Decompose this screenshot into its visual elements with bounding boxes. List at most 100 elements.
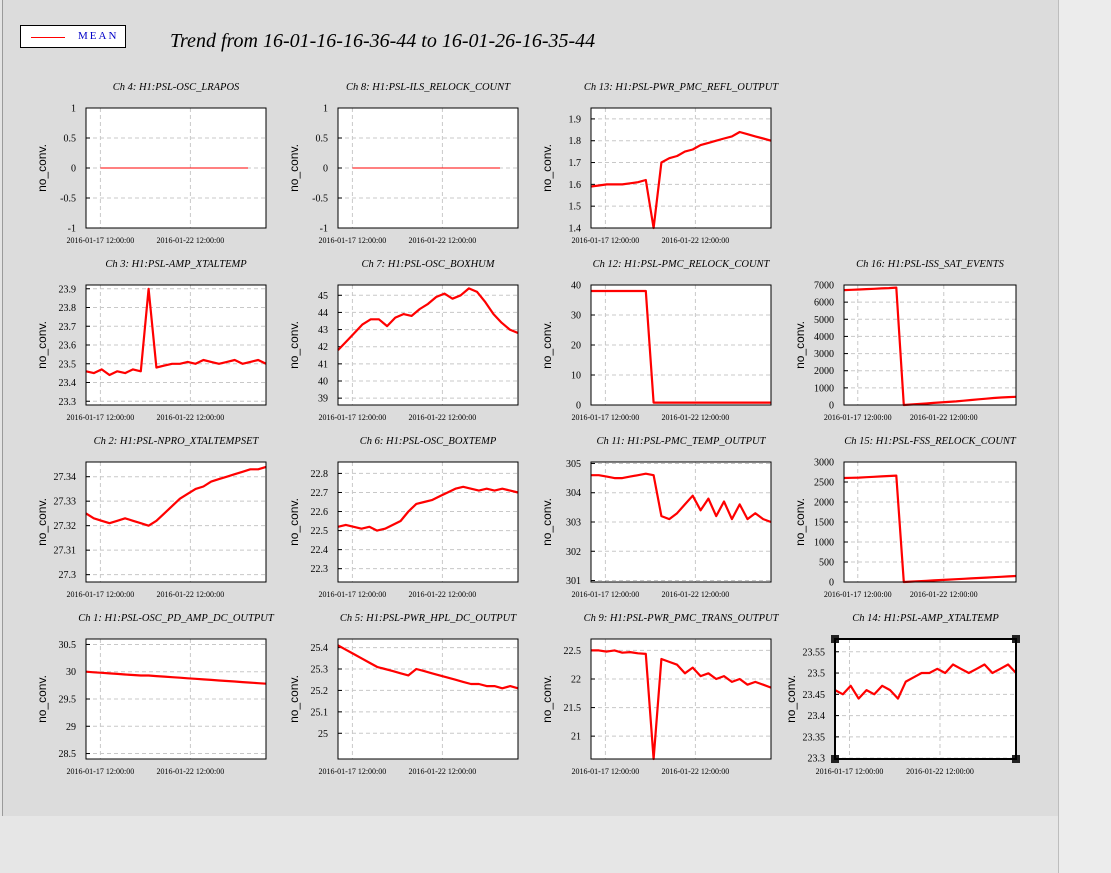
y-tick-label: 40: [571, 281, 581, 292]
y-tick-label: 30: [571, 311, 581, 322]
chart-title: Ch 1: H1:PSL-OSC_PD_AMP_DC_OUTPUT: [78, 613, 275, 624]
y-tick-label: 27.32: [54, 521, 77, 532]
plot-frame: [85, 107, 267, 229]
plot-area: [338, 639, 518, 759]
plot-frame: [590, 107, 772, 229]
x-tick-label: 2016-01-17 12:00:00: [319, 236, 387, 245]
plot-frame: [590, 284, 772, 406]
chart-title: Ch 7: H1:PSL-OSC_BOXHUM: [362, 259, 496, 270]
plot-area: [591, 639, 771, 759]
y-tick-label: 39: [318, 394, 328, 405]
y-tick-label: 6000: [814, 298, 834, 309]
x-tick-label: 2016-01-22 12:00:00: [157, 413, 225, 422]
y-tick-label: 10: [571, 371, 581, 382]
y-tick-label: 1.8: [569, 136, 582, 147]
x-tick-label: 2016-01-22 12:00:00: [409, 767, 477, 776]
y-tick-label: 23.6: [59, 341, 77, 352]
y-tick-label: 30: [66, 667, 76, 678]
plot-area: [338, 462, 518, 582]
series-line: [337, 644, 519, 690]
y-tick-label: 1.6: [569, 180, 582, 191]
x-tick-label: 2016-01-22 12:00:00: [662, 767, 730, 776]
y-tick-label: 1000: [814, 383, 834, 394]
x-tick-label: 2016-01-17 12:00:00: [572, 413, 640, 422]
y-tick-label: 3000: [814, 458, 834, 469]
y-tick-label: 5000: [814, 315, 834, 326]
y-tick-label: 0: [576, 401, 581, 412]
y-tick-label: 20: [571, 341, 581, 352]
y-tick-label: 4000: [814, 332, 834, 343]
x-tick-label: 2016-01-17 12:00:00: [319, 590, 387, 599]
y-tick-label: 2500: [814, 478, 834, 489]
y-tick-label: 27.34: [54, 472, 77, 483]
legend-label: MEAN: [78, 30, 119, 42]
y-tick-label: 27.3: [59, 570, 77, 581]
y-tick-label: 3000: [814, 349, 834, 360]
y-tick-label: 0: [829, 401, 834, 412]
y-axis-label: no_conv.: [793, 498, 807, 546]
y-tick-label: 44: [318, 308, 328, 319]
y-tick-label: 45: [318, 291, 328, 302]
y-tick-label: 21: [571, 732, 581, 743]
y-axis-label: no_conv.: [784, 675, 798, 723]
x-tick-label: 2016-01-22 12:00:00: [409, 236, 477, 245]
y-tick-label: 23.7: [59, 322, 77, 333]
chart-title: Ch 12: H1:PSL-PMC_RELOCK_COUNT: [593, 259, 771, 270]
y-axis-label: no_conv.: [540, 144, 554, 192]
y-axis-label: no_conv.: [287, 675, 301, 723]
y-tick-label: 1.9: [569, 114, 582, 125]
x-tick-label: 2016-01-17 12:00:00: [816, 767, 884, 776]
y-axis-label: no_conv.: [793, 321, 807, 369]
legend[interactable]: MEAN: [20, 25, 126, 48]
plot-frame: [843, 461, 1017, 583]
y-axis-label: no_conv.: [540, 321, 554, 369]
y-tick-label: 22.5: [311, 526, 329, 537]
y-tick-label: 302: [566, 547, 581, 558]
plot-area: [844, 285, 1016, 405]
chart-title: Ch 16: H1:PSL-ISS_SAT_EVENTS: [856, 259, 1005, 270]
y-tick-label: 2000: [814, 366, 834, 377]
chart-title: Ch 15: H1:PSL-FSS_RELOCK_COUNT: [844, 436, 1017, 447]
y-tick-label: 22.3: [311, 564, 329, 575]
y-tick-label: 21.5: [564, 703, 582, 714]
y-tick-label: 42: [318, 342, 328, 353]
x-tick-label: 2016-01-17 12:00:00: [67, 413, 135, 422]
plot-area: [835, 639, 1016, 759]
y-tick-label: 304: [566, 488, 581, 499]
y-tick-label: 1.5: [569, 202, 582, 213]
y-tick-label: 25: [318, 729, 328, 740]
legend-line-swatch: [31, 37, 65, 38]
plot-frame: [843, 284, 1017, 406]
series-line: [337, 485, 519, 532]
y-tick-label: 1.7: [569, 158, 582, 169]
x-tick-label: 2016-01-22 12:00:00: [910, 413, 978, 422]
plot-area: [86, 285, 266, 405]
series-line: [591, 289, 771, 404]
window-right-margin: [1058, 0, 1111, 873]
x-tick-label: 2016-01-17 12:00:00: [572, 590, 640, 599]
y-tick-label: 1: [71, 104, 76, 115]
plot-frame: [85, 461, 267, 583]
y-tick-label: 23.3: [59, 397, 77, 408]
window-bottom-margin: [0, 816, 1058, 873]
x-tick-label: 2016-01-17 12:00:00: [572, 236, 640, 245]
series-line: [590, 130, 772, 230]
plot-frame: [590, 461, 772, 583]
y-tick-label: 29.5: [59, 695, 77, 706]
y-tick-label: 22.7: [311, 488, 329, 499]
y-axis-label: no_conv.: [35, 144, 49, 192]
y-tick-label: 0: [71, 164, 76, 175]
series-line: [85, 465, 267, 527]
y-tick-label: 23.45: [803, 690, 826, 701]
plot-frame: [85, 284, 267, 406]
y-tick-label: 23.8: [59, 303, 77, 314]
y-tick-label: 23.3: [808, 754, 826, 765]
y-tick-label: 500: [819, 558, 834, 569]
x-tick-label: 2016-01-22 12:00:00: [157, 767, 225, 776]
series-line: [834, 663, 1017, 700]
y-axis-label: no_conv.: [540, 498, 554, 546]
y-tick-label: 30.5: [59, 640, 77, 651]
y-tick-label: 1.4: [569, 224, 582, 235]
x-tick-label: 2016-01-22 12:00:00: [910, 590, 978, 599]
x-tick-label: 2016-01-17 12:00:00: [67, 590, 135, 599]
